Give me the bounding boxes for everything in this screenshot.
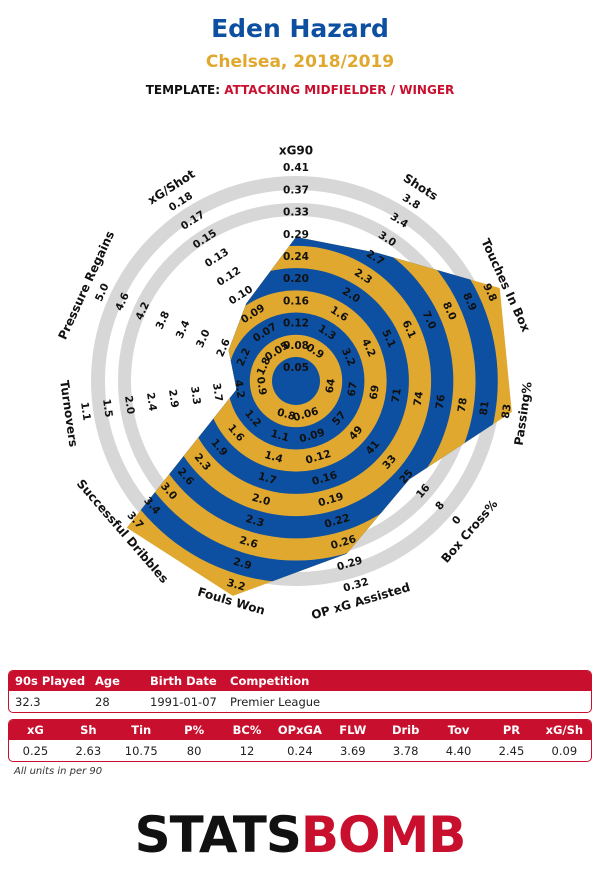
info-value-competition: Premier League	[230, 694, 321, 709]
stats-header-7: Drib	[391, 723, 420, 737]
tick-label-3-5: 76	[434, 394, 448, 410]
info-header-row: 90s Played Age Birth Date Competition	[9, 671, 591, 691]
info-value-birth: 1991-01-07	[150, 694, 217, 709]
stats-header-8: Tov	[447, 723, 470, 737]
stats-value-10: 0.09	[551, 743, 578, 758]
player-info-table: 90s Played Age Birth Date Competition 32…	[8, 670, 592, 713]
stats-value-5: 0.24	[287, 743, 313, 758]
tick-label-8-2: 3.7	[210, 382, 225, 402]
tick-label-3-3: 71	[390, 387, 404, 403]
stats-header-9: PR	[502, 723, 521, 737]
axis-label-0: xG90	[279, 144, 313, 158]
tick-label-6-5: 2.3	[244, 513, 265, 530]
team-season: Chelsea, 2018/2019	[205, 52, 395, 72]
info-header-age: Age	[95, 674, 120, 688]
tick-label-4-7: 0	[450, 514, 464, 527]
tick-label-9-3: 3.0	[194, 328, 213, 350]
player-name: Eden Hazard	[211, 14, 389, 43]
stats-value-7: 3.78	[392, 743, 419, 758]
stats-header-6: FLW	[339, 723, 367, 737]
stats-header-3: P%	[184, 723, 205, 737]
stats-header-2: Tin	[131, 723, 152, 737]
info-header-90s: 90s Played	[15, 674, 86, 688]
tick-label-8-3: 3.3	[188, 385, 203, 405]
tick-label-8-1: 4.2	[232, 379, 247, 399]
info-header-birth: Birth Date	[150, 674, 217, 688]
units-footnote: All units in per 90	[14, 766, 103, 777]
tick-label-9-4: 3.4	[174, 319, 193, 341]
stats-header-4: BC%	[232, 723, 262, 737]
stats-value-4: 12	[239, 743, 255, 758]
radar-band-0	[272, 357, 320, 405]
tick-label-3-6: 78	[456, 397, 470, 413]
tick-label-6-7: 2.9	[232, 556, 253, 573]
info-header-competition: Competition	[230, 674, 310, 688]
stats-header-5: OPxGA	[277, 723, 322, 737]
tick-label-9-5: 3.8	[154, 309, 173, 331]
tick-label-6-0: 0.8	[275, 406, 296, 423]
stats-header-10: xG/Sh	[545, 723, 584, 737]
stats-value-0: 0.25	[22, 743, 49, 758]
tick-label-0-4: 0.20	[283, 273, 309, 285]
tick-label-0-6: 0.29	[283, 229, 309, 241]
tick-label-3-2: 69	[368, 384, 382, 400]
tick-label-6-3: 1.7	[257, 470, 278, 487]
tick-label-3-8: 83	[500, 403, 514, 419]
tick-label-3-1: 67	[346, 381, 360, 397]
stats-value-6: 3.69	[339, 743, 366, 758]
tick-label-0-5: 0.24	[283, 251, 309, 263]
tick-label-0-3: 0.16	[283, 295, 309, 307]
tick-label-6-2: 1.4	[263, 449, 284, 466]
axis-label-8: Turnovers	[57, 379, 80, 447]
tick-label-10-5: 0.13	[203, 246, 231, 270]
tick-label-6-1: 1.1	[269, 428, 290, 445]
tick-label-3-7: 81	[478, 400, 492, 416]
stats-value-9: 2.45	[498, 743, 525, 758]
logo-part-bomb: BOMB	[300, 806, 466, 864]
tick-label-6-8: 3.2	[225, 577, 246, 594]
template-label: TEMPLATE:	[145, 83, 221, 97]
tick-label-0-2: 0.12	[283, 318, 309, 330]
tick-label-8-5: 2.4	[144, 392, 159, 412]
stats-header-0: xG	[27, 723, 44, 737]
stats-value-row: 0.25 2.63 10.75 80 12 0.24 3.69 3.78 4.40 2.45 0.0…	[9, 740, 591, 761]
tick-label-8-8: 1.1	[78, 401, 93, 421]
stats-table: xG Sh Tin P% BC% OPxGA FLW Drib Tov PR xG/Sh 0.25 2…	[8, 719, 592, 762]
tick-label-8-4: 2.9	[166, 389, 181, 409]
stats-value-8: 4.40	[445, 743, 472, 758]
tick-label-0-0: 0.05	[283, 362, 309, 374]
tick-label-0-7: 0.33	[283, 207, 309, 219]
tick-label-0-9: 0.41	[283, 162, 309, 174]
tick-label-3-4: 74	[412, 391, 426, 407]
stats-value-1: 2.63	[75, 743, 102, 758]
tick-label-10-4: 0.12	[215, 265, 243, 289]
info-value-row: 32.3 28 1991-01-07 Premier League	[9, 691, 591, 712]
tick-label-0-1: 0.08	[283, 340, 309, 352]
tick-label-6-4: 2.0	[250, 492, 271, 509]
stats-value-2: 10.75	[124, 743, 158, 758]
stats-header-1: Sh	[80, 723, 97, 737]
axis-label-3: Passing%	[512, 381, 535, 446]
template-value: ATTACKING MIDFIELDER / WINGER	[224, 83, 455, 97]
stats-value-3: 80	[186, 743, 202, 758]
tick-label-0-8: 0.37	[283, 184, 309, 196]
radar-chart: 0.05 0.08 0.12 0.16 0.20 0.24 0.29 0.33 0.37 0.41…	[55, 144, 535, 623]
radar-fill	[126, 237, 512, 596]
tick-label-6-6: 2.6	[238, 534, 259, 551]
statsbomb-logo: STATSBOMB	[0, 806, 600, 864]
tick-label-8-0: 0.9	[254, 376, 269, 396]
tick-label-8-6: 2.0	[122, 395, 137, 415]
logo-part-stats: STATS	[134, 806, 302, 864]
template-line: TEMPLATE: ATTACKING MIDFIELDER / WINGER	[0, 83, 600, 97]
info-value-90s: 32.3	[15, 694, 41, 709]
info-value-age: 28	[95, 694, 110, 709]
tick-label-8-7: 1.5	[100, 398, 115, 418]
stats-header-row: xG Sh Tin P% BC% OPxGA FLW Drib Tov PR xG/Sh	[9, 720, 591, 740]
tick-label-3-0: 64	[324, 378, 338, 394]
